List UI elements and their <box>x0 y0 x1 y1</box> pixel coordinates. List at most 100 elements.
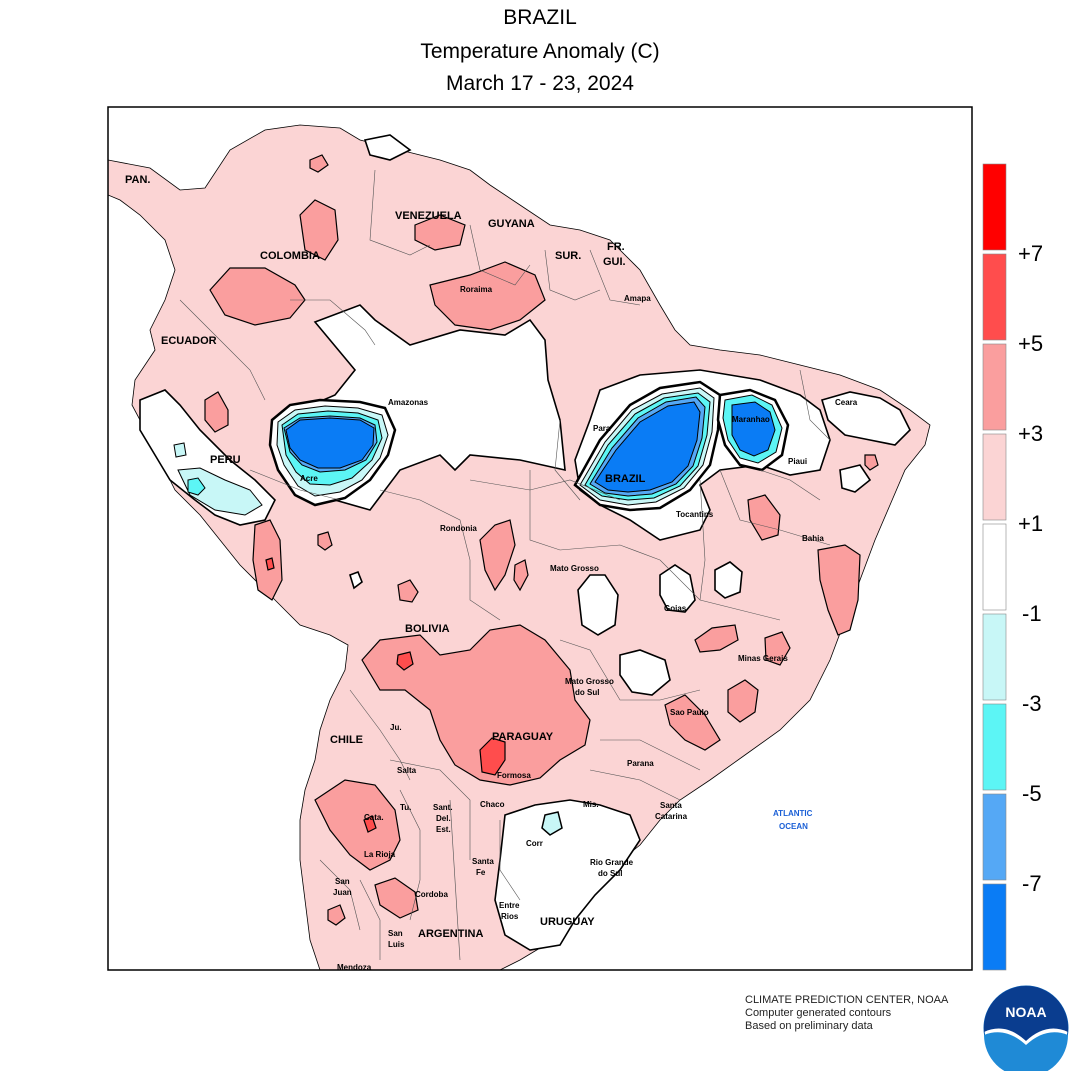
label-tocantins: Tocantins <box>676 510 714 519</box>
label-bolivia: BOLIVIA <box>405 623 450 635</box>
label-tucuman: Tu. <box>400 803 411 812</box>
label-san-luis-1: San <box>388 929 403 938</box>
label-venezuela: VENEZUELA <box>395 210 462 222</box>
label-acre: Acre <box>300 474 318 483</box>
label-ceara: Ceara <box>835 398 858 407</box>
corrientes-cool-patch <box>541 811 563 836</box>
label-ocean-1: ATLANTIC <box>773 809 813 818</box>
legend-label-plus3: +3 <box>1018 421 1044 446</box>
uruguay-neutral-region <box>494 799 641 951</box>
noaa-logo-text: NOAA <box>1005 1004 1046 1020</box>
legend-label-plus1: +1 <box>1018 511 1044 536</box>
label-amapa: Amapa <box>624 294 651 303</box>
label-guyana: GUYANA <box>488 218 535 230</box>
credits-line-3: Based on preliminary data <box>745 1020 873 1032</box>
neutral-patches <box>349 134 911 696</box>
label-brazil: BRAZIL <box>605 473 646 485</box>
label-formosa: Formosa <box>497 771 531 780</box>
noaa-logo: NOAA <box>983 985 1069 1071</box>
label-chaco: Chaco <box>480 800 505 809</box>
credits-block: CLIMATE PREDICTION CENTER, NOAA Computer… <box>745 994 948 1033</box>
label-french-guiana-1: FR. <box>607 241 625 253</box>
label-parana: Parana <box>627 759 654 768</box>
label-la-rioja: La Rioja <box>364 850 396 859</box>
maranhao-cold-anomaly <box>716 388 790 472</box>
label-entre-rios-2: Rios <box>501 912 519 921</box>
label-rio-grande-do-sul-1: Rio Grande <box>590 858 634 867</box>
legend-swatch-gt7 <box>982 163 1007 251</box>
label-santa-fe-1: Santa <box>472 857 494 866</box>
political-borders <box>179 169 831 961</box>
credits-line-1: CLIMATE PREDICTION CENTER, NOAA <box>745 994 949 1006</box>
label-panama: PAN. <box>125 174 150 186</box>
label-misiones: Mis. <box>583 800 599 809</box>
label-santiago-1: Sant. <box>433 803 453 812</box>
para-cold-anomaly <box>573 380 722 512</box>
legend-label-minus5: -5 <box>1022 781 1042 806</box>
label-goias: Goias <box>664 604 687 613</box>
label-uruguay: URUGUAY <box>540 916 595 928</box>
strong-warm-patches <box>265 557 506 833</box>
label-argentina: ARGENTINA <box>418 928 483 940</box>
label-san-luis-2: Luis <box>388 940 405 949</box>
label-mato-grosso-do-sul-2: do Sul <box>575 688 599 697</box>
legend-swatch-lt-7 <box>982 883 1007 971</box>
label-cordoba: Cordoba <box>415 890 448 899</box>
label-salta: Salta <box>397 766 417 775</box>
label-corrientes: Corr <box>526 839 543 848</box>
peru-cool-patches <box>173 442 263 516</box>
label-mato-grosso-do-sul-1: Mato Grosso <box>565 677 614 686</box>
label-colombia: COLOMBIA <box>260 250 320 262</box>
label-mato-grosso: Mato Grosso <box>550 564 599 573</box>
legend-swatch-3to5 <box>982 343 1007 431</box>
label-santiago-3: Est. <box>436 825 451 834</box>
label-entre-rios-1: Entre <box>499 901 520 910</box>
warm-anomaly-patches <box>204 154 879 926</box>
label-chile: CHILE <box>330 734 363 746</box>
label-santiago-2: Del. <box>436 814 451 823</box>
label-santa-fe-2: Fe <box>476 868 486 877</box>
legend-swatch-1to3 <box>982 433 1007 521</box>
label-rio-grande-do-sul-2: do Sul <box>598 869 622 878</box>
label-rondonia: Rondonia <box>440 524 477 533</box>
legend-label-minus7: -7 <box>1022 871 1042 896</box>
label-roraima: Roraima <box>460 285 493 294</box>
map-title: BRAZIL <box>503 6 577 29</box>
credits-line-2: Computer generated contours <box>745 1007 892 1019</box>
legend-swatch-neutral <box>982 523 1007 611</box>
legend-label-minus1: -1 <box>1022 601 1042 626</box>
map-frame <box>107 106 973 971</box>
legend-swatch-m1tom3 <box>982 613 1007 701</box>
label-maranhao: Maranhao <box>732 415 770 424</box>
label-peru: PERU <box>210 454 241 466</box>
continent-landmass <box>108 124 931 970</box>
legend-label-plus5: +5 <box>1018 331 1044 356</box>
map-subtitle: Temperature Anomaly (C) <box>420 40 660 63</box>
label-amazonas: Amazonas <box>388 398 429 407</box>
label-bahia: Bahia <box>802 534 824 543</box>
label-sao-paulo: Sao Paulo <box>670 708 709 717</box>
label-mendoza: Mendoza <box>337 963 372 972</box>
acre-cold-anomaly <box>268 398 397 507</box>
label-catamarca: Cata. <box>364 813 384 822</box>
legend-swatch-m3tom5 <box>982 703 1007 791</box>
label-minas-gerais: Minas Gerais <box>738 654 788 663</box>
label-para: Para <box>593 424 611 433</box>
label-santa-catarina-2: Catarina <box>655 812 688 821</box>
legend-swatch-m5tom7 <box>982 793 1007 881</box>
label-san-juan-1: San <box>335 877 350 886</box>
label-jujuy: Ju. <box>390 723 402 732</box>
legend-color-bar <box>982 163 1007 971</box>
label-french-guiana-2: GUI. <box>603 256 626 268</box>
label-suriname: SUR. <box>555 250 581 262</box>
legend-label-plus7: +7 <box>1018 241 1044 266</box>
legend-label-minus3: -3 <box>1022 691 1042 716</box>
label-ocean-2: OCEAN <box>779 822 808 831</box>
map-period: March 17 - 23, 2024 <box>446 72 634 95</box>
label-paraguay: PARAGUAY <box>492 731 554 743</box>
label-san-juan-2: Juan <box>333 888 352 897</box>
label-santa-catarina-1: Santa <box>660 801 682 810</box>
legend-swatch-5to7 <box>982 253 1007 341</box>
label-ecuador: ECUADOR <box>161 335 217 347</box>
